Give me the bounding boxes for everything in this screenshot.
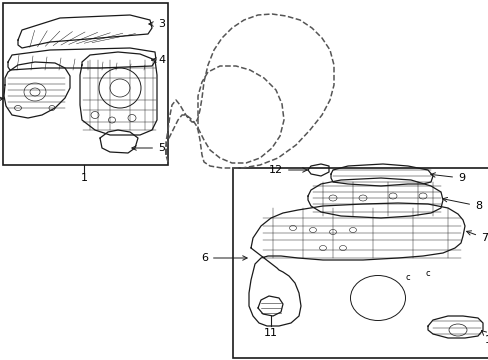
Text: 7: 7 [466,231,487,243]
Text: 6: 6 [201,253,246,263]
Bar [232,168,488,358]
Text: 10: 10 [480,330,488,345]
Text: 1: 1 [81,173,87,183]
Text: 12: 12 [268,165,306,175]
Text: 8: 8 [442,198,481,211]
Text: 3: 3 [148,19,164,29]
Text: 2: 2 [0,95,3,105]
Text: 11: 11 [264,328,278,338]
Text: 9: 9 [430,173,464,183]
Text: c: c [405,274,409,283]
Text: c: c [425,269,429,278]
Text: 5: 5 [132,143,164,153]
Text: 4: 4 [151,55,165,65]
Bar [3,3,168,165]
